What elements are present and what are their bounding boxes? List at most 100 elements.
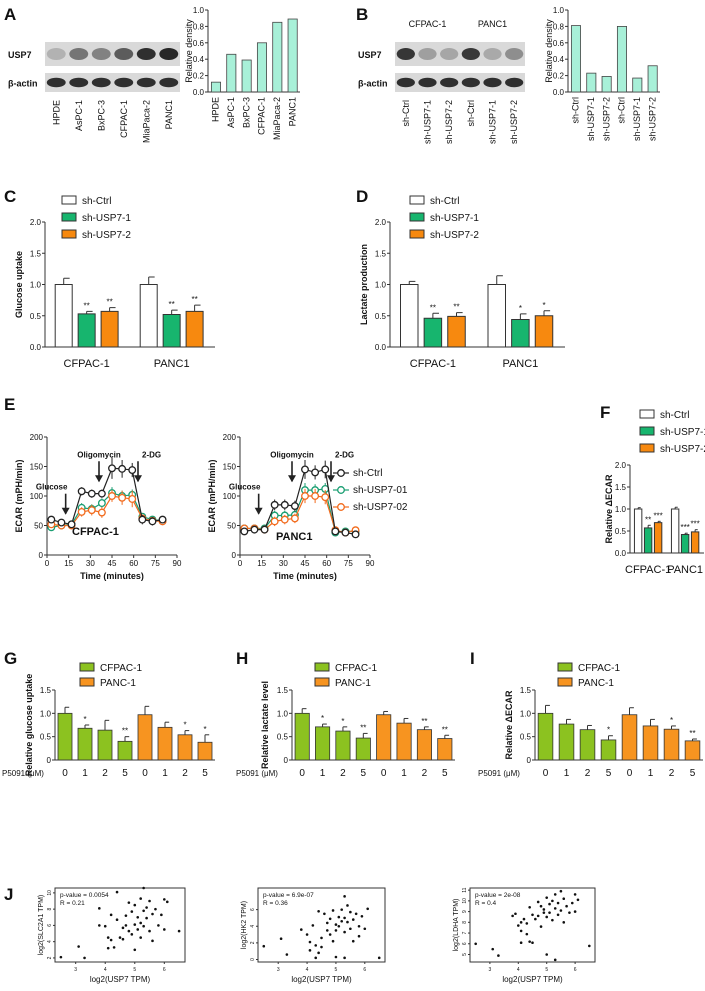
bar [210, 81, 221, 93]
bar [663, 728, 680, 761]
data-point [142, 886, 145, 890]
data-point [522, 917, 526, 921]
panel-label-A: A [4, 5, 16, 24]
legend-marker [337, 503, 345, 511]
data-point [139, 897, 142, 900]
significance-marker: * [670, 716, 673, 725]
data-point [328, 917, 332, 921]
bar [54, 284, 73, 348]
y-tick-label: 1.0 [40, 709, 52, 718]
y-tick-label: 0.6 [553, 39, 565, 48]
y-axis-label: ECAR (mPH/min) [207, 459, 217, 532]
data-point [588, 944, 591, 948]
significance-marker: * [542, 301, 545, 310]
significance-marker: * [83, 715, 86, 724]
stat-label: R = 0.4 [475, 900, 497, 907]
data-point [551, 918, 554, 922]
data-point [130, 910, 134, 913]
dose-label: 2 [182, 768, 188, 779]
data-point [308, 949, 312, 952]
lane-label: sh-Ctrl [466, 100, 476, 127]
y-axis-label: log2(LDHA TPM) [453, 899, 460, 952]
data-point [133, 923, 137, 926]
lane-label: MiaPaca-2 [141, 100, 151, 143]
bar [570, 25, 581, 93]
lane-label: sh-USP7-2 [444, 100, 454, 144]
data-point [553, 958, 557, 962]
legend-swatch [409, 212, 425, 222]
data-point [323, 912, 326, 916]
y-tick-label: 0.4 [193, 55, 205, 64]
data-point [118, 936, 122, 939]
data-point [87, 506, 96, 515]
legend-label: sh-USP7-2 [82, 230, 131, 241]
y-tick-label: 100 [223, 492, 237, 501]
x-axis-label: Time (minutes) [273, 571, 337, 581]
y-tick-label: 0.2 [193, 72, 205, 81]
y-tick-label: 1.0 [30, 281, 42, 290]
data-point [334, 955, 338, 959]
significance-marker: ** [169, 300, 175, 309]
blot-strip [395, 42, 525, 66]
category-label: sh-USP7-2 [647, 97, 657, 141]
blot-strip [45, 42, 180, 66]
significance-marker: *** [690, 520, 699, 529]
data-point [108, 464, 116, 473]
data-point [128, 495, 137, 503]
data-point [280, 500, 289, 509]
bar [600, 739, 617, 761]
y-tick-label: 0.6 [193, 39, 205, 48]
data-point [536, 914, 540, 918]
category-label: CFPAC-1 [257, 97, 267, 135]
data-point [133, 948, 137, 952]
blot-band [483, 48, 502, 60]
y-tick-label: 1.0 [277, 709, 289, 718]
plot-frame [469, 887, 596, 963]
data-point [109, 938, 113, 942]
panel-label-C: C [4, 187, 16, 206]
blot-band [505, 77, 524, 88]
dose-label: 0 [381, 768, 387, 779]
data-point [559, 889, 563, 893]
y-axis-label: Lactate production [359, 244, 369, 325]
data-point [576, 898, 580, 902]
bar [670, 508, 680, 554]
x-tick-label: 0 [238, 559, 243, 568]
group-label: CFPAC-1 [410, 358, 456, 370]
bar-chart-I: 0 0.5 1.0 1.5 Relative ΔECAR 0 1 2 * 5 0 1 * 2 ** 5 P509… [478, 662, 703, 779]
y-axis-label: Relative glucose uptake [24, 674, 34, 777]
bar [57, 712, 73, 761]
data-point [556, 913, 560, 917]
blot-band [114, 48, 134, 60]
bar [437, 738, 453, 761]
y-tick-label: 0.0 [193, 88, 205, 97]
data-point [539, 904, 543, 908]
data-point [311, 492, 320, 500]
x-tick-label: 30 [86, 559, 95, 568]
data-point [314, 956, 318, 960]
dose-label: 1 [320, 768, 326, 779]
bar-chart-C: 0.0 0.5 1.0 1.5 2.0 Glucose uptake ** ** CFPAC-1… [14, 195, 215, 370]
blot-band [69, 48, 89, 60]
dose-label: 2 [669, 768, 675, 779]
panel-label-H: H [236, 649, 248, 668]
dose-label: 1 [401, 768, 407, 779]
group-label: PANC1 [667, 564, 703, 576]
bar [579, 729, 596, 761]
data-point [260, 525, 269, 534]
bar [558, 723, 575, 761]
data-point [349, 927, 352, 931]
arrow-head-icon [61, 507, 70, 515]
data-point [139, 921, 142, 925]
blot-band [418, 48, 437, 60]
significance-marker: ** [645, 515, 651, 524]
bar [335, 730, 351, 761]
x-tick-label: 5 [335, 967, 338, 973]
data-point [343, 956, 346, 960]
data-point [343, 895, 346, 898]
blot-row-label: USP7 [8, 50, 32, 60]
data-point [334, 929, 338, 932]
x-tick-label: 75 [151, 559, 160, 568]
data-point [570, 901, 574, 905]
data-point [573, 893, 577, 896]
